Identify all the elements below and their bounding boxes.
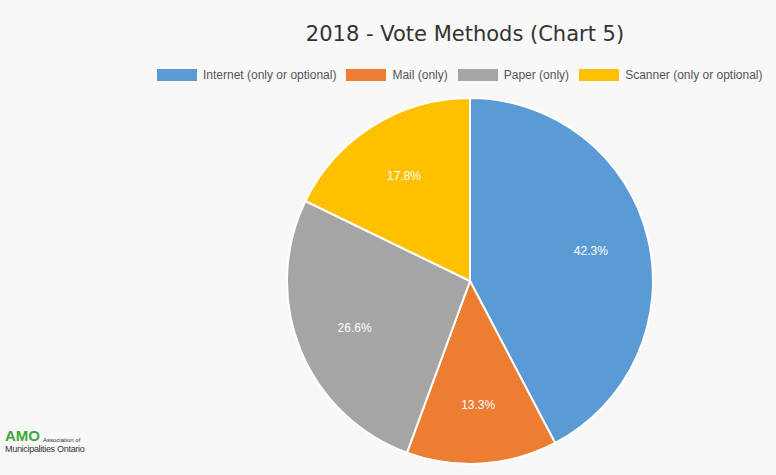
svg-text:17.8%: 17.8% bbox=[387, 169, 421, 183]
html-text:Association of: Association of bbox=[43, 437, 81, 443]
html-text:2018 - Vote Methods (Chart 5): 2018 - Vote Methods (Chart 5) bbox=[305, 22, 625, 46]
html-text:AMO: AMO bbox=[5, 427, 40, 444]
svg-text:42.3%: 42.3% bbox=[574, 244, 608, 258]
html-text:Municipalities Ontario: Municipalities Ontario bbox=[5, 444, 85, 454]
html-text:Scanner (only or optional): Scanner (only or optional) bbox=[625, 68, 763, 82]
html-text:Internet (only or optional): Internet (only or optional) bbox=[203, 68, 337, 82]
svg-text:13.3%: 13.3% bbox=[461, 398, 495, 412]
html-text:Paper (only): Paper (only) bbox=[503, 68, 570, 82]
svg-text:26.6%: 26.6% bbox=[338, 321, 372, 335]
html-text:Mail (only): Mail (only) bbox=[392, 68, 448, 82]
